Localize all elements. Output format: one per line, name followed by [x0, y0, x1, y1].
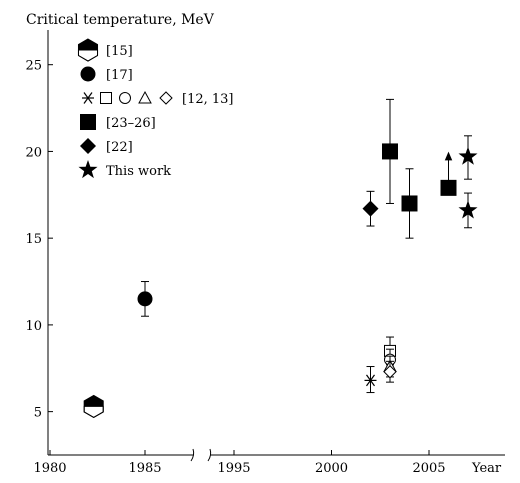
- data-marks: [83, 98, 478, 419]
- y-axis-label: Critical temperature, MeV: [26, 12, 215, 28]
- point-s1-p0: [137, 291, 153, 307]
- y-tick-label-25: 25: [25, 59, 42, 74]
- point-s5-p0: [458, 146, 478, 165]
- legend-label-17: [17]: [106, 68, 133, 83]
- point-s2-p0: [364, 374, 377, 387]
- point-s5-p1: [458, 200, 478, 219]
- axis-break-left: [190, 448, 195, 462]
- x-tick-label-1980: 1980: [33, 461, 66, 476]
- legend-label-this-work: This work: [106, 164, 171, 179]
- x-axis-label: Year: [471, 461, 502, 476]
- legend-symbol-this-work: [78, 160, 98, 179]
- legend-symbol-triangle-open: [138, 90, 152, 104]
- x-tick-label-2000: 2000: [315, 461, 348, 476]
- point-s3-p0: [382, 143, 398, 160]
- point-s4-p0: [362, 200, 379, 217]
- legend: [15] [17] [12, 13] [23–26] [22] This wor…: [77, 38, 234, 179]
- point-s3-p1: [401, 195, 418, 212]
- y-tick-label-15: 15: [25, 232, 42, 247]
- legend-symbol-23-26: [80, 114, 96, 130]
- legend-symbol-15: [77, 38, 99, 62]
- point-s0-p0: [83, 394, 104, 419]
- y-tick-label-20: 20: [25, 145, 42, 160]
- point-s3-p2: [440, 179, 457, 196]
- legend-label-22: [22]: [106, 140, 133, 155]
- legend-label-15: [15]: [106, 44, 133, 59]
- legend-symbols: [77, 38, 173, 179]
- point-s2-p4: [383, 365, 397, 379]
- ticks: 5 10 15 20 25 1980 1985 1995 2000 2005: [25, 59, 445, 476]
- axis-break-right: [207, 448, 212, 462]
- legend-symbol-diamond-open: [159, 91, 173, 105]
- legend-symbol-square-open: [100, 92, 112, 104]
- x-tick-label-1985: 1985: [128, 461, 161, 476]
- y-tick-label-5: 5: [34, 406, 42, 421]
- axes: [47, 30, 505, 462]
- x-tick-label-1995: 1995: [217, 461, 250, 476]
- legend-symbol-circle-open: [119, 92, 131, 104]
- x-tick-label-2005: 2005: [412, 461, 445, 476]
- legend-label-23-26: [23–26]: [106, 116, 156, 131]
- legend-label-12-13: [12, 13]: [182, 92, 234, 107]
- y-tick-label-10: 10: [25, 319, 42, 334]
- legend-symbol-asterisk: [82, 92, 94, 104]
- legend-symbol-22: [80, 138, 96, 154]
- legend-symbol-17: [80, 66, 96, 82]
